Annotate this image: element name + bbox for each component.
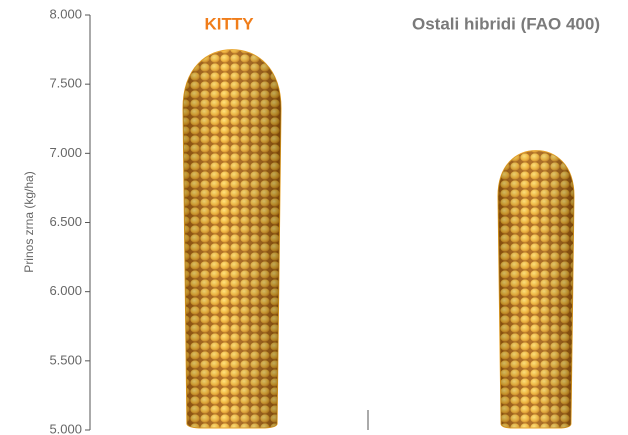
y-axis-label: Prinos zrna (kg/ha) xyxy=(22,171,36,272)
y-tick-label: 5.500 xyxy=(49,352,82,367)
category-label: Ostali hibridi (FAO 400) xyxy=(412,14,600,33)
category-label: KITTY xyxy=(204,14,254,33)
y-tick-label: 6.000 xyxy=(49,283,82,298)
bar-shading xyxy=(183,50,281,428)
y-tick-label: 5.000 xyxy=(49,421,82,435)
y-tick-label: 7.000 xyxy=(49,145,82,160)
chart: Prinos zrna (kg/ha) 5.000 5.500 6.000 6.500… xyxy=(0,0,628,435)
y-tick-label: 6.500 xyxy=(49,214,82,229)
y-tick-label: 7.500 xyxy=(49,76,82,91)
bar-shading xyxy=(498,151,574,428)
y-tick-label: 8.000 xyxy=(49,6,82,21)
